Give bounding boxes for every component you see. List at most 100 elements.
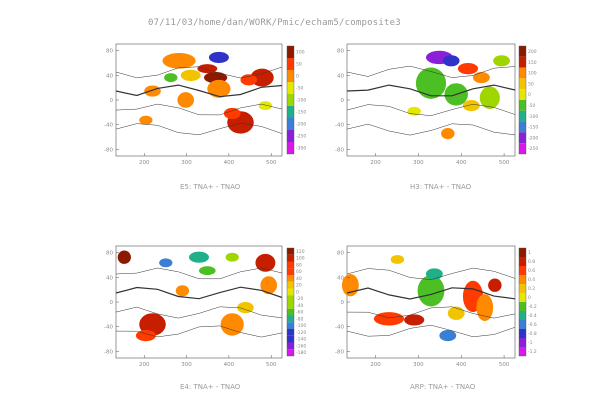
colorbar-tick-label: -160: [296, 343, 306, 349]
y-tick-label: -80: [335, 147, 344, 153]
colorbar-tick-label: 0.4: [528, 277, 535, 283]
colorbar-segment: [287, 342, 294, 350]
anomaly-patch: [189, 251, 209, 263]
colorbar-tick-label: 0.8: [528, 259, 535, 265]
panel-3: 200 300 400 50080400-40-80120100806040200-2…: [104, 245, 306, 391]
anomaly-patch: [258, 101, 273, 111]
x-tick-label: 500: [266, 160, 277, 166]
x-tick-label: 400: [224, 160, 235, 166]
colorbar-segment: [287, 349, 294, 356]
colorbar-tick-label: -80: [296, 316, 303, 322]
colorbar-segment: [519, 338, 526, 347]
colorbar-segment: [287, 118, 294, 130]
colorbar-tick-label: -250: [296, 134, 306, 140]
colorbar-tick-label: 200: [528, 49, 537, 55]
colorbar-segment: [287, 288, 294, 296]
colorbar-segment: [287, 268, 294, 275]
colorbar-segment: [519, 67, 526, 79]
colorbar-segment: [519, 89, 526, 100]
colorbar-segment: [519, 100, 526, 111]
anomaly-patch: [476, 294, 494, 322]
x-tick-label: 500: [499, 362, 510, 368]
anomaly-patch: [144, 85, 161, 97]
anomaly-patch: [164, 73, 178, 83]
colorbar-tick-label: -0.4: [528, 313, 537, 319]
anomaly-patch: [240, 74, 258, 86]
contour-line: [346, 103, 516, 116]
colorbar-tick-label: 40: [296, 276, 302, 282]
anomaly-patch: [442, 55, 460, 67]
y-tick-label: 80: [106, 251, 113, 257]
colorbar-segment: [519, 284, 526, 293]
colorbar-segment: [287, 315, 294, 323]
y-tick-label: -40: [104, 123, 113, 129]
colorbar-segment: [519, 56, 526, 68]
x-tick-label: 200: [139, 362, 150, 368]
y-tick-label: -80: [104, 147, 113, 153]
anomaly-patch: [439, 330, 457, 342]
panel-caption: H3: TNA+ - TNAO: [410, 183, 472, 191]
colorbar-segment: [287, 295, 294, 302]
colorbar-tick-label: 0: [528, 92, 531, 98]
y-tick-label: 0: [341, 300, 345, 306]
y-tick-label: 80: [337, 251, 344, 257]
colorbar-segment: [519, 320, 526, 329]
contour-line: [115, 267, 283, 280]
colorbar-tick-label: -100: [296, 98, 306, 104]
anomaly-patch: [175, 285, 190, 297]
y-tick-label: 40: [337, 275, 344, 281]
y-tick-label: 40: [337, 73, 344, 79]
contour-line: [115, 286, 283, 300]
anomaly-patch: [139, 313, 166, 336]
colorbar-tick-label: -150: [528, 125, 538, 131]
x-tick-label: 400: [224, 362, 235, 368]
colorbar-tick-label: 0: [296, 289, 299, 295]
anomaly-patch: [473, 72, 490, 84]
colorbar-segment: [519, 110, 526, 122]
panel-2: 200 300 400 50080400-40-80200150100500-50-1…: [335, 43, 538, 191]
anomaly-patch: [404, 314, 425, 326]
contour-line: [346, 65, 516, 78]
y-tick-label: 0: [110, 300, 114, 306]
anomaly-patch: [425, 268, 443, 280]
colorbar-tick-label: 150: [528, 60, 537, 66]
x-tick-label: 200: [370, 160, 381, 166]
colorbar-tick-label: 60: [296, 269, 302, 275]
anomaly-patch: [441, 128, 455, 140]
colorbar-segment: [287, 281, 294, 289]
anomaly-patch: [162, 52, 196, 69]
colorbar-segment: [519, 121, 526, 133]
colorbar-segment: [287, 302, 294, 309]
colorbar-segment: [519, 257, 526, 266]
anomaly-patch: [208, 51, 229, 64]
colorbar-segment: [287, 308, 294, 316]
contour-line: [346, 287, 516, 300]
contour-line: [115, 122, 283, 136]
colorbar-segment: [519, 143, 526, 154]
colorbar-segment: [519, 46, 526, 57]
anomaly-patch: [462, 100, 480, 112]
contour-line: [346, 267, 516, 280]
colorbar-segment: [287, 254, 294, 262]
colorbar-segment: [287, 82, 294, 94]
file-path-header: 07/11/03/home/dan/WORK/Pmic/echam5/compo…: [148, 18, 401, 28]
anomaly-patch: [479, 86, 500, 109]
colorbar-segment: [287, 335, 294, 343]
colorbar-frame: [286, 247, 295, 357]
colorbar-segment: [287, 106, 294, 118]
y-tick-label: 0: [341, 98, 345, 104]
colorbar-tick-label: 120: [296, 249, 305, 255]
x-tick-label: 400: [456, 362, 467, 368]
colorbar-tick-label: -100: [528, 114, 538, 120]
anomaly-patch: [373, 312, 405, 326]
colorbar-tick-label: -100: [296, 323, 306, 329]
anomaly-patch: [341, 274, 359, 297]
colorbar-segment: [287, 46, 294, 58]
colorbar-tick-label: -250: [528, 146, 538, 152]
y-tick-label: 0: [110, 98, 114, 104]
colorbar-tick-label: -200: [296, 122, 306, 128]
colorbar-tick-label: 80: [296, 262, 302, 268]
contour-line: [346, 123, 516, 136]
x-tick-label: 300: [413, 362, 424, 368]
